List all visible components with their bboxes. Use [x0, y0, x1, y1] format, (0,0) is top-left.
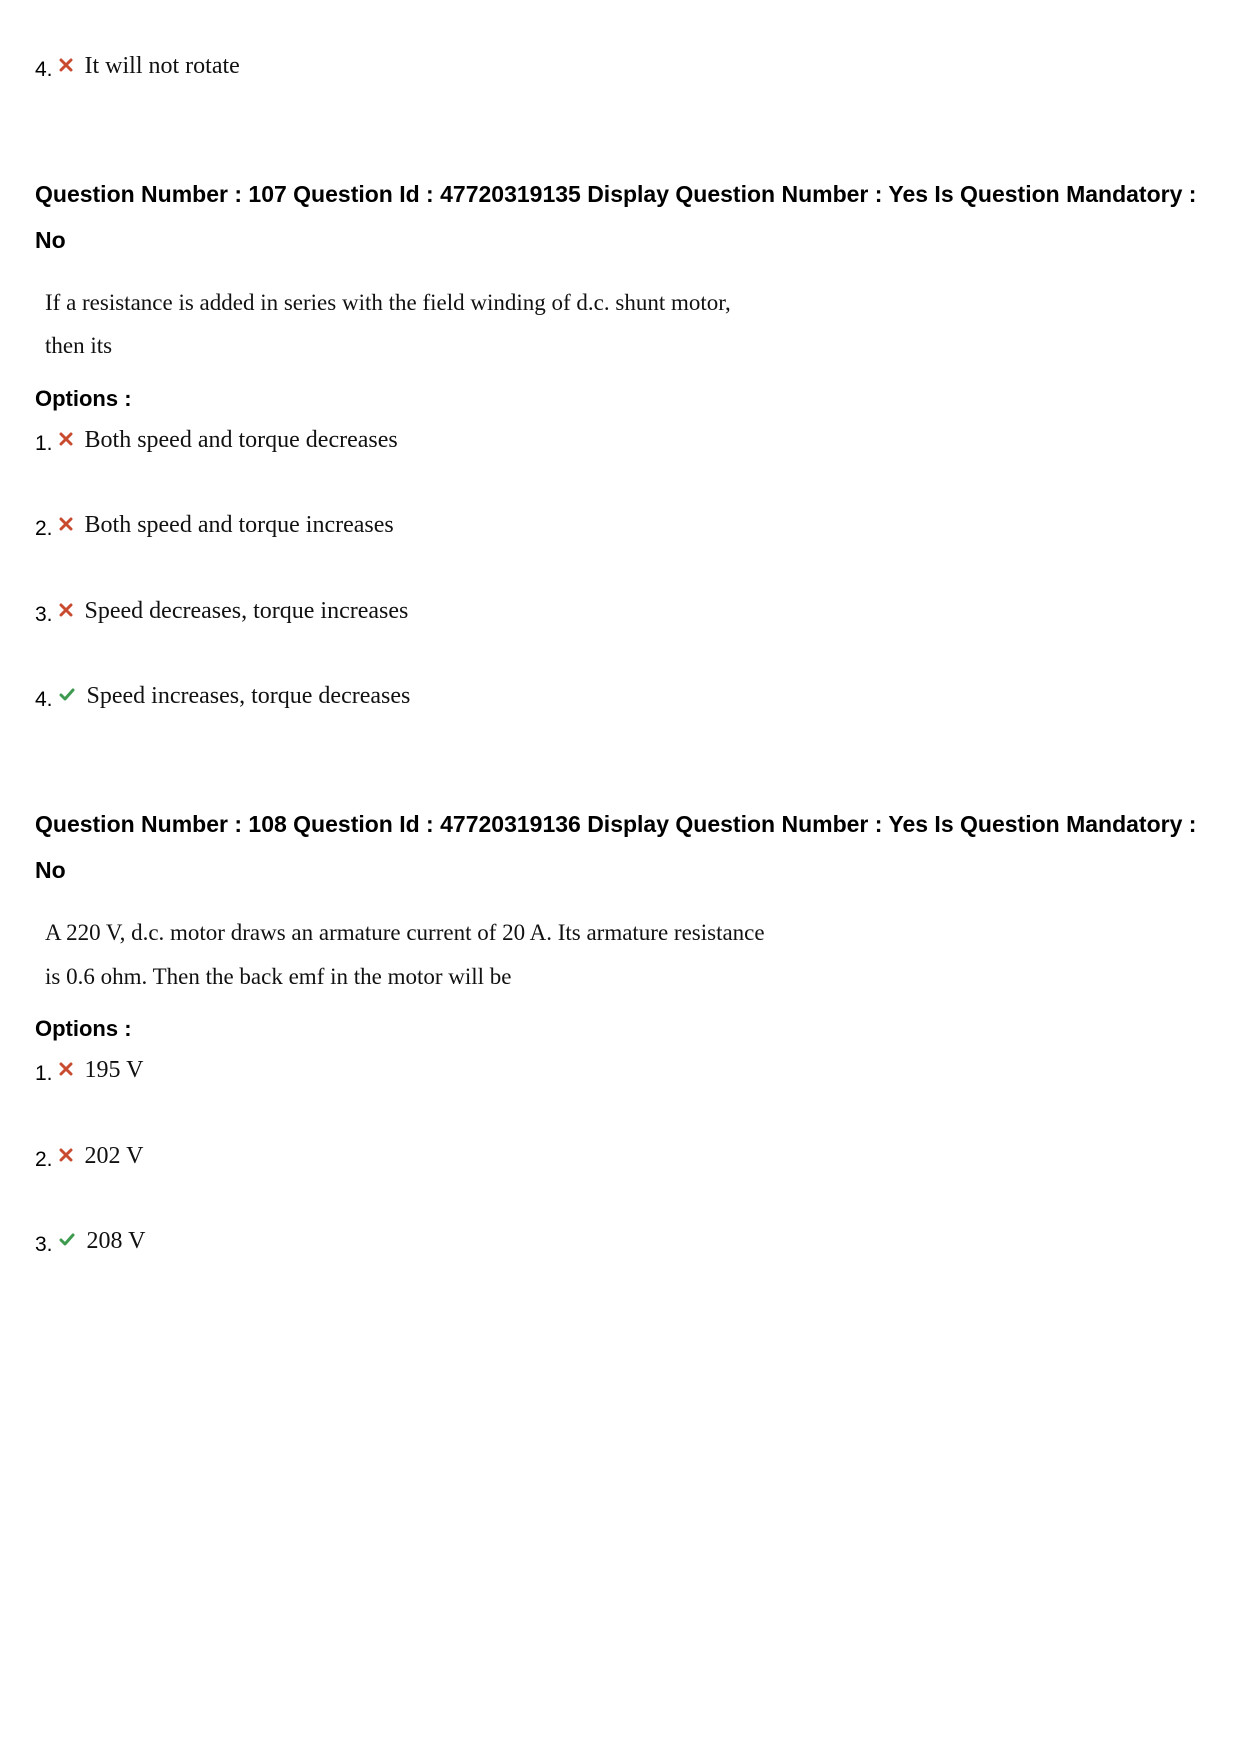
options-label: Options : [35, 1016, 1205, 1042]
question-text-line: then its [45, 333, 112, 358]
question-text-line: A 220 V, d.c. motor draws an armature cu… [45, 920, 765, 945]
option-row: 1. Both speed and torque decreases [35, 424, 1205, 460]
option-number: 2. [35, 509, 53, 545]
question-text-line: is 0.6 ohm. Then the back emf in the mot… [45, 964, 512, 989]
option-text: Speed increases, torque decreases [87, 680, 411, 714]
option-number: 1. [35, 424, 53, 460]
option-row: 3. Speed decreases, torque increases [35, 595, 1205, 631]
option-row: 2. Both speed and torque increases [35, 509, 1205, 545]
option-text: Both speed and torque decreases [85, 424, 398, 458]
option-number: 4. [35, 680, 53, 716]
question-text-line: If a resistance is added in series with … [45, 290, 731, 315]
check-icon [59, 1225, 75, 1252]
question-header: Question Number : 108 Question Id : 4772… [35, 801, 1205, 893]
cross-icon [59, 424, 73, 451]
option-text: Speed decreases, torque increases [85, 595, 409, 629]
option-text: 195 V [85, 1054, 144, 1088]
option-number: 1. [35, 1054, 53, 1090]
option-row: 2. 202 V [35, 1140, 1205, 1176]
option-number: 3. [35, 1225, 53, 1261]
question-header: Question Number : 107 Question Id : 4772… [35, 171, 1205, 263]
option-number: 4. [35, 50, 53, 86]
option-text: It will not rotate [85, 50, 240, 84]
option-number: 3. [35, 595, 53, 631]
option-row: 4. Speed increases, torque decreases [35, 680, 1205, 716]
cross-icon [59, 595, 73, 622]
question-text: A 220 V, d.c. motor draws an armature cu… [35, 911, 1205, 998]
option-row: 4. It will not rotate [35, 50, 1205, 86]
option-row: 1. 195 V [35, 1054, 1205, 1090]
option-text: Both speed and torque increases [85, 509, 394, 543]
cross-icon [59, 509, 73, 536]
cross-icon [59, 1054, 73, 1081]
option-text: 202 V [85, 1140, 144, 1174]
options-label: Options : [35, 386, 1205, 412]
option-number: 2. [35, 1140, 53, 1176]
check-icon [59, 680, 75, 707]
cross-icon [59, 50, 73, 77]
option-text: 208 V [87, 1225, 146, 1259]
cross-icon [59, 1140, 73, 1167]
option-row: 3. 208 V [35, 1225, 1205, 1261]
question-text: If a resistance is added in series with … [35, 281, 1205, 368]
